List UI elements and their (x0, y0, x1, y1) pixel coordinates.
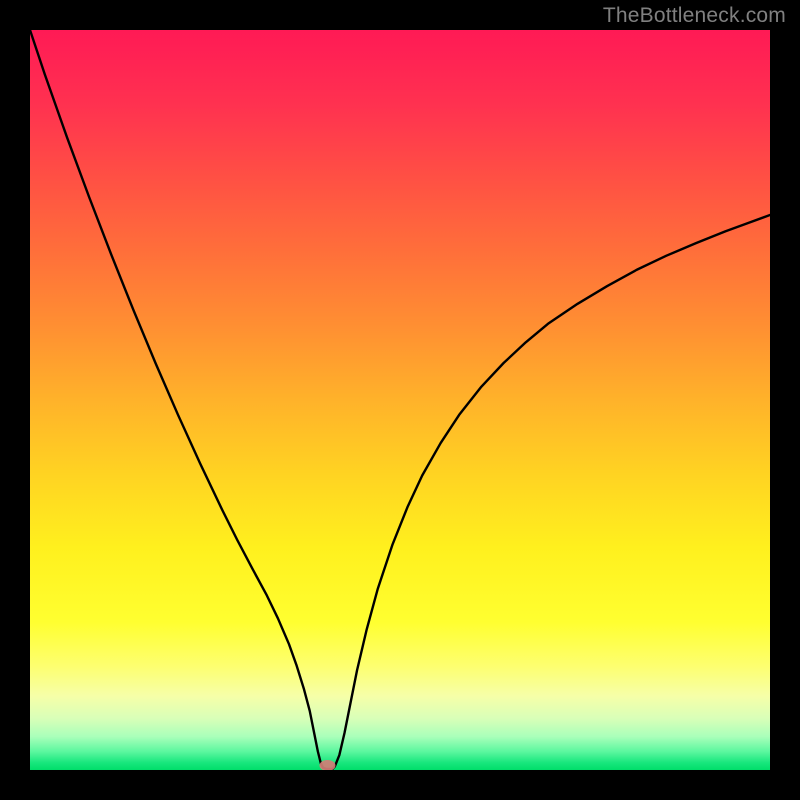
border-left (0, 0, 30, 800)
gradient-background (30, 30, 770, 770)
border-bottom (0, 770, 800, 800)
border-right (770, 0, 800, 800)
watermark-text: TheBottleneck.com (603, 4, 786, 28)
bottleneck-chart (30, 30, 770, 770)
chart-area (30, 30, 770, 770)
